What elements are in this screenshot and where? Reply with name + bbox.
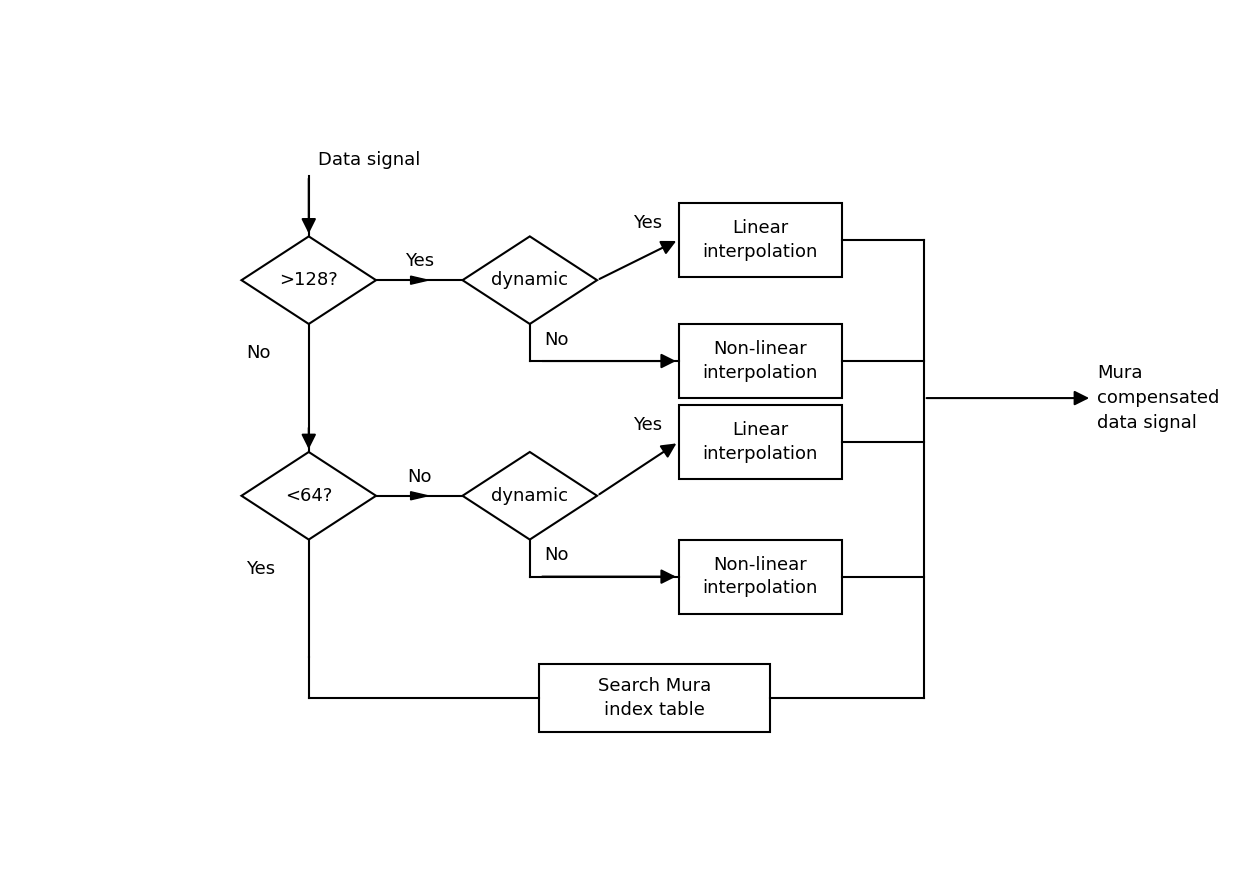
Text: Data signal: Data signal (319, 151, 420, 169)
Text: Linear
interpolation: Linear interpolation (703, 421, 818, 463)
Text: No: No (544, 331, 569, 349)
Bar (539, 664, 770, 732)
Text: No: No (407, 467, 432, 486)
Text: Search Mura
index table: Search Mura index table (598, 677, 712, 718)
Text: Yes: Yes (247, 560, 275, 578)
Text: dynamic: dynamic (491, 487, 568, 505)
Text: dynamic: dynamic (491, 271, 568, 289)
Text: Yes: Yes (632, 214, 662, 232)
Text: >128?: >128? (279, 271, 339, 289)
Text: Yes: Yes (404, 252, 434, 270)
Polygon shape (410, 492, 428, 500)
Text: Non-linear
interpolation: Non-linear interpolation (703, 340, 818, 382)
Text: Yes: Yes (632, 416, 662, 434)
Polygon shape (410, 276, 428, 284)
Bar (678, 405, 842, 479)
Bar (678, 540, 842, 613)
Text: <64?: <64? (285, 487, 332, 505)
Text: Linear
interpolation: Linear interpolation (703, 219, 818, 261)
Bar (678, 203, 842, 276)
Text: No: No (544, 546, 569, 564)
Text: No: No (247, 344, 270, 362)
Bar (678, 324, 842, 398)
Text: Mura
compensated
data signal: Mura compensated data signal (1096, 364, 1219, 432)
Text: Non-linear
interpolation: Non-linear interpolation (703, 556, 818, 598)
